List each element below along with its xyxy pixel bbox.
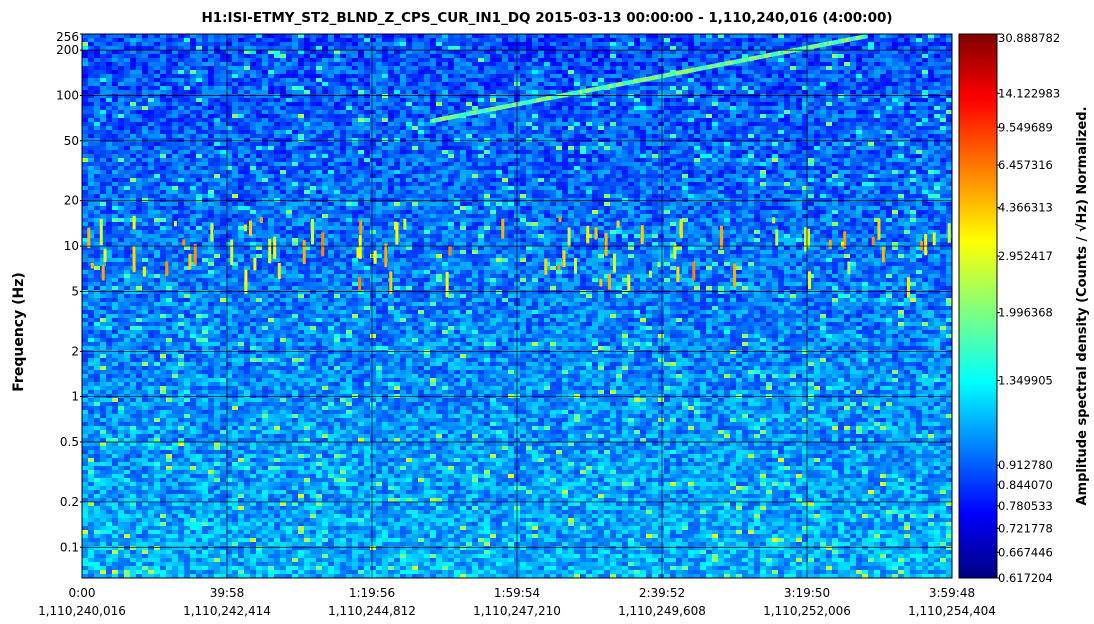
x-tick-elapsed-label: 2:39:52	[639, 586, 685, 600]
colorbar-tick-labels: 30.888782 14.122983 9.549689 6.457316 4.3663…	[997, 31, 1060, 585]
y-tick-label: 2	[71, 344, 79, 358]
x-tick-gps-label: 1,110,249,608	[618, 604, 706, 618]
x-tick-elapsed-label: 39:58	[210, 586, 245, 600]
y-tick-label: 100	[56, 88, 79, 102]
x-tick-gps-label: 1,110,244,812	[328, 604, 416, 618]
y-tick-label: 20	[64, 194, 79, 208]
x-tick-gps-label: 1,110,254,404	[908, 604, 996, 618]
colorbar-tick-label: 1.996368	[998, 306, 1053, 320]
colorbar-tick-label: 0.912780	[998, 458, 1053, 472]
x-tick-gps-label: 1,110,242,414	[183, 604, 271, 618]
colorbar-tick-label: 14.122983	[998, 86, 1060, 100]
y-tick-label: 1	[71, 390, 79, 404]
plot-area	[82, 34, 952, 578]
x-tick-labels: 0:00 1,110,240,016 39:58 1,110,242,414 1:19:…	[38, 586, 996, 618]
y-tick-label: 256	[56, 30, 79, 44]
x-tick-elapsed-label: 1:19:56	[349, 586, 395, 600]
colorbar-label: Amplitude spectral density (Counts / √Hz…	[1075, 106, 1090, 505]
colorbar-tick-label: 4.366313	[998, 201, 1053, 215]
colorbar-tick-label: 6.457316	[998, 158, 1053, 172]
y-tick-label: 10	[64, 239, 79, 253]
x-tick-elapsed-label: 1:59:54	[494, 586, 540, 600]
y-tick-label: 50	[64, 134, 79, 148]
colorbar-tick-label: 0.617204	[998, 571, 1053, 585]
y-tick-label: 0.5	[60, 435, 79, 449]
colorbar-tick-label: 9.549689	[998, 120, 1053, 134]
x-tick-elapsed-label: 0:00	[69, 586, 96, 600]
y-axis-label: Frequency (Hz)	[11, 272, 27, 391]
x-tick-gps-label: 1,110,240,016	[38, 604, 126, 618]
y-tick-label: 5	[71, 284, 79, 298]
colorbar-tick-label: 0.667446	[998, 545, 1053, 559]
colorbar-tick-label: 0.780533	[998, 499, 1053, 513]
colorbar	[959, 34, 997, 578]
y-tick-label: 0.2	[60, 495, 79, 509]
colorbar-tick-label: 1.349905	[998, 373, 1053, 387]
y-tick-label: 0.1	[60, 540, 79, 554]
x-tick-gps-label: 1,110,247,210	[473, 604, 561, 618]
x-tick-elapsed-label: 3:59:48	[929, 586, 975, 600]
y-tick-label: 200	[56, 43, 79, 57]
x-tick-gps-label: 1,110,252,006	[763, 604, 851, 618]
colorbar-tick-label: 0.844070	[998, 478, 1053, 492]
chart-title: H1:ISI-ETMY_ST2_BLND_Z_CPS_CUR_IN1_DQ 20…	[201, 10, 892, 26]
colorbar-tick-label: 0.721778	[998, 521, 1053, 535]
x-tick-elapsed-label: 3:19:50	[784, 586, 830, 600]
colorbar-tick-label: 30.888782	[998, 31, 1060, 45]
colorbar-tick-label: 2.952417	[998, 249, 1053, 263]
